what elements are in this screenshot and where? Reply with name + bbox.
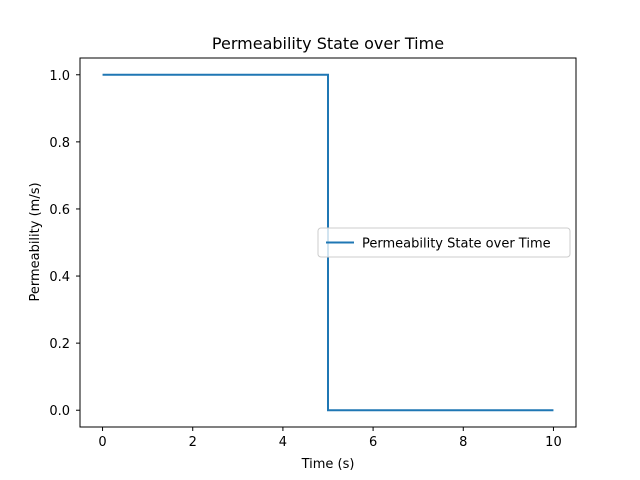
x-tick-label: 8 (459, 435, 467, 450)
x-tick-label: 6 (369, 435, 377, 450)
y-tick-label: 0.0 (49, 404, 70, 419)
chart-title: Permeability State over Time (212, 34, 444, 53)
y-axis-label: Permeability (m/s) (28, 182, 43, 301)
x-axis-label: Time (s) (301, 457, 355, 472)
y-tick-label: 0.2 (49, 337, 70, 352)
x-tick-label: 2 (189, 435, 197, 450)
y-tick-label: 0.6 (49, 203, 70, 218)
x-tick-label: 0 (98, 435, 106, 450)
y-tick-label: 1.0 (49, 69, 70, 84)
legend-box (317, 227, 571, 258)
legend-label: Permeability State over Time (362, 237, 551, 252)
legend: Permeability State over Time (317, 227, 571, 258)
y-tick-label: 0.8 (49, 136, 70, 151)
y-axis-ticks: 0.0 0.2 0.4 0.6 0.8 1.0 (49, 69, 80, 419)
x-tick-label: 4 (279, 435, 287, 450)
x-tick-label: 10 (545, 435, 562, 450)
y-tick-label: 0.4 (49, 270, 70, 285)
x-axis-ticks: 0 2 4 6 8 10 (98, 427, 562, 450)
axes-frame (79, 57, 577, 428)
